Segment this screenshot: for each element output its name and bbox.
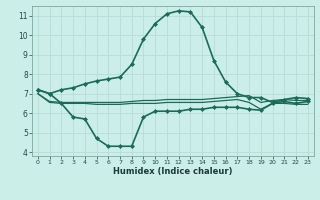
X-axis label: Humidex (Indice chaleur): Humidex (Indice chaleur) [113,167,233,176]
